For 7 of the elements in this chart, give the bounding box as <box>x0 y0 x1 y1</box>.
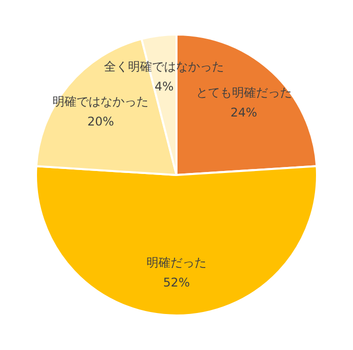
data-label: 52% <box>163 275 190 290</box>
slice-label: 明確だった <box>146 255 206 270</box>
data-label: 4% <box>154 80 174 94</box>
data-label: 20% <box>87 114 114 128</box>
data-label: 24% <box>230 105 258 120</box>
slice-label: とても明確だった <box>196 85 292 100</box>
slice-label: 明確ではなかった <box>52 94 149 108</box>
